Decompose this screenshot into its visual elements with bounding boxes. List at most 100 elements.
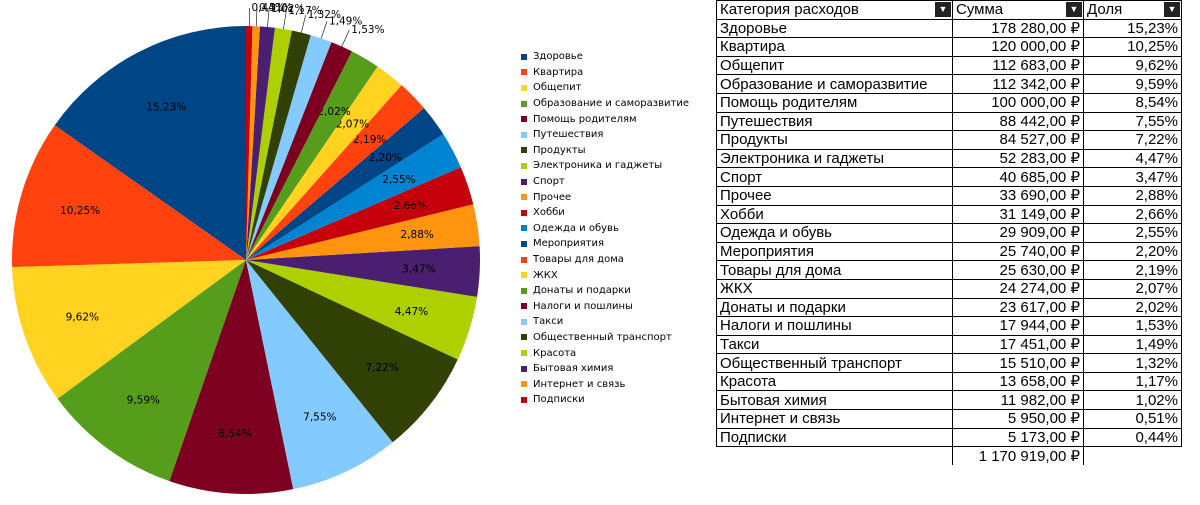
share-cell[interactable]: 7,22% xyxy=(1083,130,1182,150)
category-cell[interactable]: Хобби xyxy=(716,204,953,225)
share-cell[interactable]: 10,25% xyxy=(1083,37,1182,57)
label-leader-line xyxy=(320,21,328,39)
share-cell[interactable]: 0,51% xyxy=(1083,409,1182,429)
category-cell[interactable]: Спорт xyxy=(716,167,953,187)
sum-cell[interactable]: 17 451,00 ₽ xyxy=(952,334,1084,355)
share-cell[interactable]: 2,88% xyxy=(1083,185,1182,206)
category-cell[interactable]: Путешествия xyxy=(716,111,953,132)
category-cell[interactable]: Донаты и подарки xyxy=(716,297,953,318)
share-cell[interactable]: 15,23% xyxy=(1083,18,1182,39)
legend-label: Продукты xyxy=(533,144,586,156)
sum-cell[interactable]: 29 909,00 ₽ xyxy=(952,223,1084,243)
legend-label: Путешествия xyxy=(533,129,604,141)
sum-cell[interactable]: 23 617,00 ₽ xyxy=(952,297,1084,318)
category-cell[interactable]: Квартира xyxy=(716,37,953,57)
category-cell[interactable]: Здоровье xyxy=(716,18,953,39)
total-sum-cell[interactable]: 1 170 919,00 ₽ xyxy=(952,446,1084,465)
share-cell[interactable]: 1,53% xyxy=(1083,316,1182,336)
sum-cell[interactable]: 84 527,00 ₽ xyxy=(952,130,1084,150)
legend-label: Подписки xyxy=(533,394,585,406)
sum-cell[interactable]: 178 280,00 ₽ xyxy=(952,18,1084,39)
category-cell[interactable]: Такси xyxy=(716,334,953,355)
sum-cell[interactable]: 5 950,00 ₽ xyxy=(952,409,1084,429)
table-row: Подписки 5 173,00 ₽0,44% xyxy=(716,427,1182,448)
sum-cell[interactable]: 17 944,00 ₽ xyxy=(952,316,1084,336)
sum-cell[interactable]: 15 510,00 ₽ xyxy=(952,353,1084,373)
share-cell[interactable]: 2,55% xyxy=(1083,223,1182,243)
dropdown-arrow-icon[interactable]: ▼ xyxy=(935,2,951,17)
slice-label: 1,17% xyxy=(288,5,321,17)
category-cell[interactable]: Общепит xyxy=(716,55,953,76)
category-cell[interactable]: Товары для дома xyxy=(716,260,953,280)
share-cell[interactable]: 9,62% xyxy=(1083,55,1182,76)
share-cell[interactable]: 1,17% xyxy=(1083,371,1182,392)
table-row: Хобби 31 149,00 ₽2,66% xyxy=(716,204,1182,225)
legend-swatch xyxy=(521,350,527,357)
sum-cell[interactable]: 25 630,00 ₽ xyxy=(952,260,1084,280)
share-cell[interactable]: 1,49% xyxy=(1083,334,1182,355)
sum-cell[interactable]: 120 000,00 ₽ xyxy=(952,37,1084,57)
sum-cell[interactable]: 24 274,00 ₽ xyxy=(952,278,1084,299)
header-sum[interactable]: Сумма ▼ xyxy=(952,0,1084,20)
header-share[interactable]: Доля ▼ xyxy=(1083,0,1182,20)
legend-label: Здоровье xyxy=(533,51,583,63)
table-row: Квартира 120 000,00 ₽10,25% xyxy=(716,37,1182,57)
legend-swatch xyxy=(521,147,527,154)
category-cell[interactable]: Общественный транспорт xyxy=(716,353,953,373)
legend-item: Бытовая химия xyxy=(521,361,711,377)
label-leader-line xyxy=(267,9,270,28)
sum-cell[interactable]: 31 149,00 ₽ xyxy=(952,204,1084,225)
header-category[interactable]: Категория расходов ▼ xyxy=(716,0,953,20)
share-cell[interactable]: 2,20% xyxy=(1083,241,1182,262)
sum-cell[interactable]: 25 740,00 ₽ xyxy=(952,241,1084,262)
category-cell[interactable]: Интернет и связь xyxy=(716,409,953,429)
share-cell[interactable]: 3,47% xyxy=(1083,167,1182,187)
category-cell[interactable]: Образование и саморазвитие xyxy=(716,74,953,94)
share-cell[interactable]: 1,32% xyxy=(1083,353,1182,373)
sum-cell[interactable]: 100 000,00 ₽ xyxy=(952,92,1084,113)
share-cell[interactable]: 2,07% xyxy=(1083,278,1182,299)
dropdown-arrow-icon[interactable]: ▼ xyxy=(1066,2,1082,17)
table-row: Здоровье 178 280,00 ₽15,23% xyxy=(716,18,1182,39)
legend-swatch xyxy=(521,318,527,325)
pie-slice xyxy=(246,134,461,260)
share-cell[interactable]: 4,47% xyxy=(1083,148,1182,169)
share-cell[interactable]: 2,66% xyxy=(1083,204,1182,225)
sum-cell[interactable]: 11 982,00 ₽ xyxy=(952,390,1084,411)
sum-cell[interactable]: 40 685,00 ₽ xyxy=(952,167,1084,187)
category-cell[interactable]: Помощь родителям xyxy=(716,92,953,113)
chart-legend: Здоровье Квартира Общепит Образование и сам… xyxy=(521,49,711,408)
sum-cell[interactable]: 5 173,00 ₽ xyxy=(952,427,1084,448)
share-cell[interactable]: 9,59% xyxy=(1083,74,1182,94)
category-cell[interactable]: Налоги и пошлины xyxy=(716,316,953,336)
sum-cell[interactable]: 112 342,00 ₽ xyxy=(952,74,1084,94)
category-cell[interactable]: Прочее xyxy=(716,185,953,206)
empty-cell xyxy=(717,447,953,465)
share-cell[interactable]: 7,55% xyxy=(1083,111,1182,132)
category-cell[interactable]: Мероприятия xyxy=(716,241,953,262)
legend-label: Общепит xyxy=(533,82,582,94)
pie-slice xyxy=(246,246,480,297)
share-cell[interactable]: 2,02% xyxy=(1083,297,1182,318)
sum-cell[interactable]: 33 690,00 ₽ xyxy=(952,185,1084,206)
legend-item: Хобби xyxy=(521,205,711,221)
legend-item: Общепит xyxy=(521,80,711,96)
dropdown-arrow-icon[interactable]: ▼ xyxy=(1164,2,1180,17)
share-cell[interactable]: 1,02% xyxy=(1083,390,1182,411)
sum-cell[interactable]: 52 283,00 ₽ xyxy=(952,148,1084,169)
category-cell[interactable]: Красота xyxy=(716,371,953,392)
sum-cell[interactable]: 112 683,00 ₽ xyxy=(952,55,1084,76)
category-cell[interactable]: ЖКХ xyxy=(716,278,953,299)
sum-cell[interactable]: 13 658,00 ₽ xyxy=(952,371,1084,392)
category-cell[interactable]: Бытовая химия xyxy=(716,390,953,411)
sum-cell[interactable]: 88 442,00 ₽ xyxy=(952,111,1084,132)
share-cell[interactable]: 2,19% xyxy=(1083,260,1182,280)
share-cell[interactable]: 8,54% xyxy=(1083,92,1182,113)
category-cell[interactable]: Продукты xyxy=(716,130,953,150)
category-cell[interactable]: Подписки xyxy=(716,427,953,448)
category-cell[interactable]: Одежда и обувь xyxy=(716,223,953,243)
legend-label: ЖКХ xyxy=(533,269,558,281)
category-cell[interactable]: Электроника и гаджеты xyxy=(716,148,953,169)
share-cell[interactable]: 0,44% xyxy=(1083,427,1182,448)
pie-slice xyxy=(11,125,246,268)
